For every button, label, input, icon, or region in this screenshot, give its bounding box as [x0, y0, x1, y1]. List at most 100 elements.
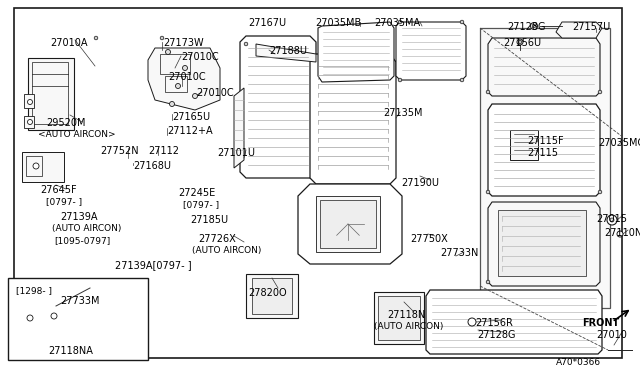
Text: A70*0366: A70*0366 — [556, 358, 601, 367]
Text: 27157U: 27157U — [572, 22, 611, 32]
Circle shape — [193, 93, 198, 99]
Circle shape — [486, 280, 490, 284]
Bar — [165, 76, 187, 92]
Text: 27101U: 27101U — [217, 148, 255, 158]
Text: 27645F: 27645F — [40, 185, 77, 195]
Text: 27167U: 27167U — [248, 18, 286, 28]
Text: 27010C: 27010C — [196, 88, 234, 98]
Text: [0797- ]: [0797- ] — [46, 197, 82, 206]
Text: 27733N: 27733N — [440, 248, 478, 258]
Text: 27010A: 27010A — [50, 38, 88, 48]
Text: [1298- ]: [1298- ] — [16, 286, 52, 295]
Text: 27165U: 27165U — [172, 112, 210, 122]
Polygon shape — [488, 202, 600, 286]
Polygon shape — [298, 184, 402, 264]
Circle shape — [170, 102, 175, 106]
Bar — [28, 58, 74, 130]
Text: 27010C: 27010C — [168, 72, 205, 82]
Polygon shape — [256, 44, 316, 62]
Circle shape — [598, 190, 602, 194]
Text: 27035MA: 27035MA — [374, 18, 420, 28]
Text: 27035MB: 27035MB — [315, 18, 361, 28]
Text: 27139A[0797- ]: 27139A[0797- ] — [115, 260, 191, 270]
Text: 27188U: 27188U — [269, 46, 307, 56]
Polygon shape — [318, 22, 394, 82]
Polygon shape — [426, 290, 602, 354]
Polygon shape — [240, 36, 316, 178]
Circle shape — [166, 49, 170, 55]
Text: 27112: 27112 — [148, 146, 179, 156]
Polygon shape — [488, 38, 600, 96]
Text: 27173W: 27173W — [163, 38, 204, 48]
Text: (AUTO AIRCON): (AUTO AIRCON) — [374, 322, 444, 331]
Circle shape — [517, 39, 523, 45]
Bar — [246, 274, 298, 318]
Circle shape — [518, 40, 522, 44]
Text: 27752N: 27752N — [100, 146, 139, 156]
Circle shape — [486, 190, 490, 194]
Text: 27115: 27115 — [527, 148, 558, 158]
Text: 27156U: 27156U — [503, 38, 541, 48]
Text: [1095-0797]: [1095-0797] — [54, 236, 110, 245]
Circle shape — [531, 22, 538, 29]
Polygon shape — [310, 54, 396, 184]
Text: 27115F: 27115F — [527, 136, 564, 146]
Text: FRONT: FRONT — [582, 318, 620, 328]
Circle shape — [532, 24, 536, 28]
Circle shape — [607, 215, 617, 225]
Text: 27750X: 27750X — [410, 234, 448, 244]
Text: (AUTO AIRCON): (AUTO AIRCON) — [52, 224, 122, 233]
Circle shape — [398, 78, 402, 82]
Text: 27118NA: 27118NA — [48, 346, 93, 356]
Text: 27112+A: 27112+A — [167, 126, 212, 136]
Bar — [24, 116, 34, 128]
Text: 27135M: 27135M — [383, 108, 422, 118]
Circle shape — [398, 20, 402, 24]
Bar — [374, 292, 424, 344]
Bar — [32, 62, 68, 124]
Bar — [24, 94, 34, 108]
Circle shape — [94, 36, 98, 40]
Text: 27156R: 27156R — [475, 318, 513, 328]
Bar — [252, 278, 292, 314]
Polygon shape — [20, 306, 64, 334]
Bar — [316, 196, 380, 252]
Bar — [480, 28, 610, 308]
Text: 27118N: 27118N — [387, 310, 425, 320]
Polygon shape — [148, 48, 220, 110]
Polygon shape — [556, 22, 602, 38]
Text: 27139A: 27139A — [60, 212, 97, 222]
Text: 27010C: 27010C — [181, 52, 219, 62]
Bar — [378, 296, 420, 340]
Circle shape — [51, 313, 57, 319]
Circle shape — [617, 231, 623, 237]
Polygon shape — [488, 104, 600, 196]
Circle shape — [160, 36, 164, 40]
Circle shape — [598, 90, 602, 94]
Bar — [160, 54, 190, 74]
Text: 27190U: 27190U — [401, 178, 439, 188]
Bar — [26, 156, 42, 176]
Text: [0797- ]: [0797- ] — [183, 200, 219, 209]
Polygon shape — [234, 88, 244, 168]
Text: 27128G: 27128G — [477, 330, 515, 340]
Circle shape — [28, 119, 33, 125]
Circle shape — [28, 99, 33, 105]
Text: 29520M: 29520M — [46, 118, 86, 128]
Circle shape — [486, 90, 490, 94]
Text: (AUTO AIRCON): (AUTO AIRCON) — [192, 246, 261, 255]
Circle shape — [468, 318, 476, 326]
Text: 27015: 27015 — [596, 214, 627, 224]
Text: 27185U: 27185U — [190, 215, 228, 225]
Text: 27820O: 27820O — [248, 288, 287, 298]
Text: 27010: 27010 — [596, 330, 627, 340]
Circle shape — [610, 218, 614, 222]
Bar — [498, 210, 586, 276]
Bar — [320, 200, 376, 248]
Circle shape — [460, 20, 464, 24]
Bar — [510, 130, 538, 160]
Text: 27128G: 27128G — [507, 22, 545, 32]
Text: 27245E: 27245E — [178, 188, 215, 198]
Circle shape — [244, 42, 248, 46]
Text: 27168U: 27168U — [133, 161, 171, 171]
